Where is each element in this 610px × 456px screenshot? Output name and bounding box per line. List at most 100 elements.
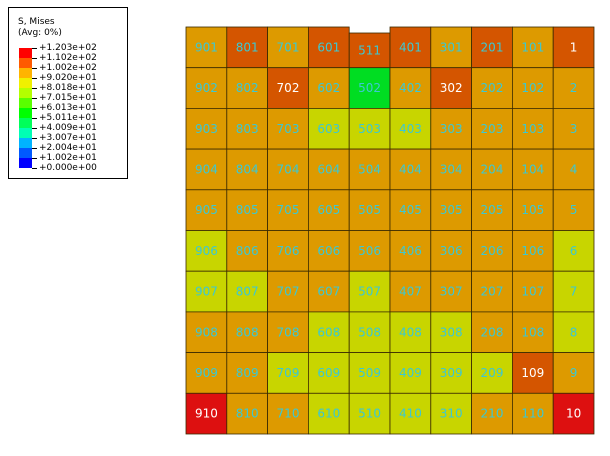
legend-tick xyxy=(32,148,37,149)
mesh-element xyxy=(185,311,228,353)
element-label: 509 xyxy=(358,366,381,380)
element-label: 903 xyxy=(195,122,218,136)
element-label: 908 xyxy=(195,325,218,339)
legend-swatch xyxy=(19,48,32,58)
mesh-element xyxy=(307,26,350,69)
mesh-element xyxy=(389,230,432,272)
mesh-element xyxy=(512,67,554,109)
mesh-element xyxy=(552,67,595,109)
element-label: 705 xyxy=(277,203,300,217)
element-label: 508 xyxy=(358,325,381,339)
element-label: 910 xyxy=(195,407,218,421)
legend-tick xyxy=(32,58,37,59)
legend-label: +0.000e+00 xyxy=(39,163,97,173)
legend-label: +2.004e+01 xyxy=(39,143,97,153)
element-label: 607 xyxy=(317,285,340,299)
element-label: 205 xyxy=(481,203,504,217)
element-label: 608 xyxy=(317,325,340,339)
element-label: 8 xyxy=(570,325,578,339)
legend-swatch xyxy=(19,138,32,148)
element-label: 706 xyxy=(277,244,300,258)
mesh-element xyxy=(552,392,595,435)
legend-swatch xyxy=(19,148,32,158)
element-label: 206 xyxy=(481,244,504,258)
mesh-element xyxy=(185,270,228,313)
element-label: 4 xyxy=(570,163,578,177)
mesh-element xyxy=(348,32,391,69)
element-label: 603 xyxy=(317,122,340,136)
mesh-element xyxy=(307,148,350,191)
legend-label: +8.018e+01 xyxy=(39,83,97,93)
legend-swatch xyxy=(19,158,32,168)
mesh-element xyxy=(389,311,432,353)
mesh-element xyxy=(267,311,309,353)
mesh-element xyxy=(512,230,554,272)
mesh-element xyxy=(512,392,554,435)
mesh-element xyxy=(389,270,432,313)
element-label: 802 xyxy=(236,81,259,95)
element-label: 6 xyxy=(570,244,578,258)
mesh-element xyxy=(307,189,350,231)
element-label: 406 xyxy=(399,244,422,258)
element-label: 502 xyxy=(358,81,381,95)
element-label: 204 xyxy=(481,163,504,177)
legend-label: +1.102e+02 xyxy=(39,53,97,63)
mesh-element xyxy=(552,108,595,150)
element-label: 703 xyxy=(277,122,300,136)
element-label: 405 xyxy=(399,203,422,217)
mesh-element xyxy=(348,108,391,150)
mesh-element xyxy=(389,26,432,69)
legend-swatch xyxy=(19,98,32,108)
element-label: 702 xyxy=(277,81,300,95)
element-label: 605 xyxy=(317,203,340,217)
element-label: 408 xyxy=(399,325,422,339)
element-label: 902 xyxy=(195,81,218,95)
mesh-element xyxy=(226,311,269,353)
mesh-element xyxy=(512,270,554,313)
element-label: 602 xyxy=(317,81,340,95)
element-label: 10 xyxy=(566,407,581,421)
legend-subtitle: (Avg: 0%) xyxy=(18,28,62,38)
legend-label: +7.015e+01 xyxy=(39,93,97,103)
element-label: 404 xyxy=(399,163,422,177)
element-label: 209 xyxy=(481,366,504,380)
legend-label: +5.011e+01 xyxy=(39,113,97,123)
element-label: 108 xyxy=(521,325,544,339)
element-label: 904 xyxy=(195,163,218,177)
legend-label: +4.009e+01 xyxy=(39,123,97,133)
mesh-element xyxy=(512,189,554,231)
element-label: 307 xyxy=(440,285,463,299)
mesh-element xyxy=(185,148,228,191)
element-label: 208 xyxy=(481,325,504,339)
element-label: 310 xyxy=(440,407,463,421)
element-label: 309 xyxy=(440,366,463,380)
element-label: 7 xyxy=(570,285,578,299)
element-label: 808 xyxy=(236,325,259,339)
mesh-element xyxy=(389,67,432,109)
mesh-element xyxy=(348,270,391,313)
element-label: 704 xyxy=(277,163,300,177)
element-label: 109 xyxy=(521,366,544,380)
mesh-element xyxy=(389,352,432,394)
legend: S, Mises (Avg: 0%) +1.203e+02 +1.102e+02 +… xyxy=(8,7,128,179)
mesh-element xyxy=(307,270,350,313)
mesh-element xyxy=(430,392,472,435)
element-label: 708 xyxy=(277,325,300,339)
element-label: 101 xyxy=(521,40,544,54)
element-label: 401 xyxy=(399,40,422,54)
mesh-element xyxy=(307,392,350,435)
element-label: 301 xyxy=(440,40,463,54)
element-label: 906 xyxy=(195,244,218,258)
element-label: 402 xyxy=(399,81,422,95)
element-label: 203 xyxy=(481,122,504,136)
legend-swatch xyxy=(19,118,32,128)
mesh-element xyxy=(552,26,595,69)
element-label: 601 xyxy=(317,40,340,54)
element-label: 210 xyxy=(481,407,504,421)
legend-title: S, Mises xyxy=(18,17,55,27)
legend-tick xyxy=(32,158,37,159)
element-label: 103 xyxy=(521,122,544,136)
mesh-element xyxy=(267,230,309,272)
mesh-element xyxy=(226,392,269,435)
element-label: 609 xyxy=(317,366,340,380)
